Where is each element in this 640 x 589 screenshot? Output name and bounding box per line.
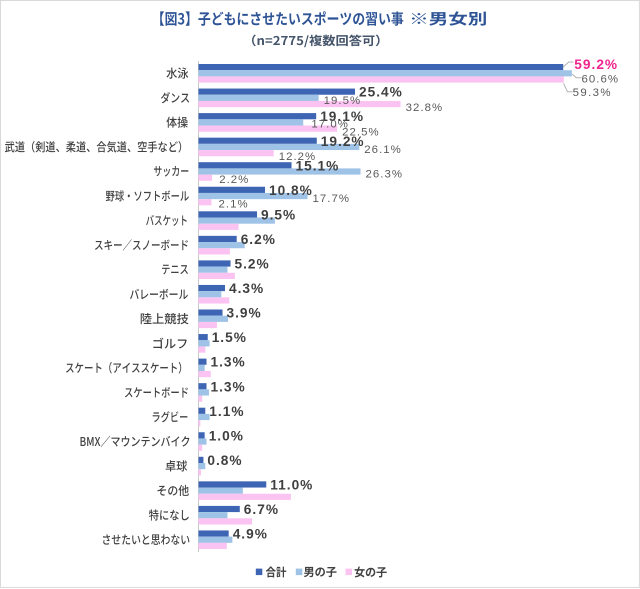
svg-text:17.7%: 17.7% xyxy=(313,193,351,205)
svg-text:19.5%: 19.5% xyxy=(324,95,362,107)
svg-text:1.3%: 1.3% xyxy=(211,355,246,370)
svg-text:4.9%: 4.9% xyxy=(233,527,268,542)
svg-text:19.2%: 19.2% xyxy=(321,134,365,149)
svg-text:26.3%: 26.3% xyxy=(366,169,404,181)
svg-text:2.2%: 2.2% xyxy=(219,174,249,186)
svg-text:26.1%: 26.1% xyxy=(364,144,402,156)
svg-text:6.7%: 6.7% xyxy=(244,502,279,517)
svg-text:59.2%: 59.2% xyxy=(574,57,618,72)
svg-text:12.2%: 12.2% xyxy=(279,151,317,163)
svg-text:25.4%: 25.4% xyxy=(359,85,403,100)
svg-text:1.0%: 1.0% xyxy=(209,428,244,443)
svg-text:10.8%: 10.8% xyxy=(269,183,313,198)
svg-text:4.3%: 4.3% xyxy=(229,281,264,296)
svg-text:1.5%: 1.5% xyxy=(212,330,247,345)
svg-text:6.2%: 6.2% xyxy=(241,232,276,247)
svg-text:3.9%: 3.9% xyxy=(227,306,262,321)
svg-text:32.8%: 32.8% xyxy=(406,102,444,114)
svg-text:2.1%: 2.1% xyxy=(219,198,249,210)
svg-text:5.2%: 5.2% xyxy=(235,257,270,272)
svg-text:1.3%: 1.3% xyxy=(211,379,246,394)
svg-text:19.1%: 19.1% xyxy=(320,109,364,124)
svg-text:17.0%: 17.0% xyxy=(311,118,349,130)
svg-text:1.1%: 1.1% xyxy=(209,404,244,419)
svg-text:60.6%: 60.6% xyxy=(582,74,620,86)
svg-text:0.8%: 0.8% xyxy=(207,453,242,468)
svg-text:15.1%: 15.1% xyxy=(296,158,340,173)
svg-text:22.5%: 22.5% xyxy=(342,126,380,138)
svg-text:59.3%: 59.3% xyxy=(573,87,612,99)
svg-text:11.0%: 11.0% xyxy=(270,477,313,492)
svg-text:9.5%: 9.5% xyxy=(261,207,296,222)
